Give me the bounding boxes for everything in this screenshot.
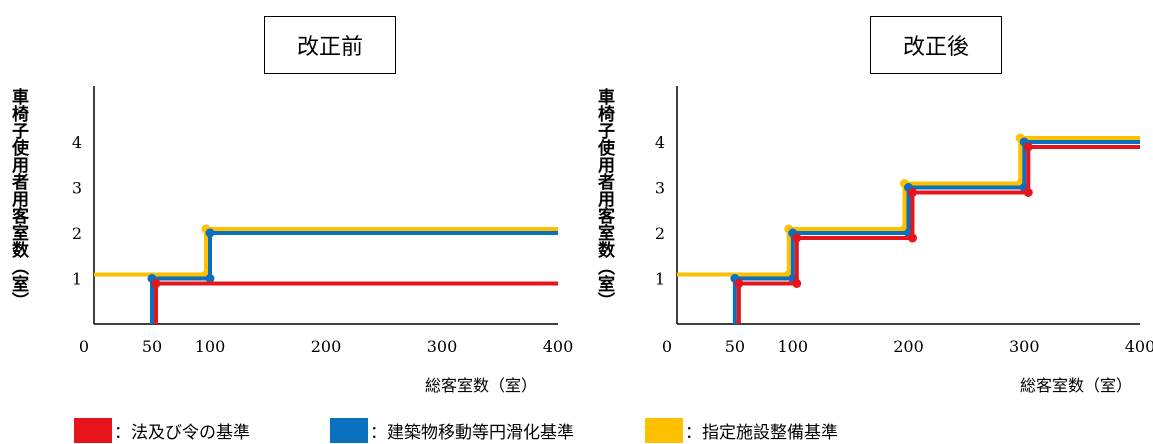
chart-title-after: 改正後	[870, 16, 1002, 74]
y-axis-label-after: 車椅子使用者用客室数（室）	[594, 88, 614, 309]
x-tick-label-after: 200	[893, 337, 924, 356]
y-tick-label-before: 1	[72, 270, 82, 289]
y-tick-label-before: 4	[72, 133, 82, 152]
x-tick-label-after: 50	[725, 337, 745, 356]
legend-label-building: ：建築物移動等円滑化基準	[370, 423, 574, 443]
y-tick-label-before: 2	[72, 224, 82, 243]
x-tick-label-before: 0	[79, 337, 89, 356]
legend-item-designated: ：指定施設整備基準	[645, 418, 838, 443]
series-line-after-2	[677, 136, 1140, 277]
y-tick-label-before: 3	[72, 179, 82, 198]
series-point-after-0	[792, 233, 802, 243]
y-tick-label-after: 2	[655, 224, 665, 243]
y-axis-label-before: 車椅子使用者用客室数（室）	[8, 88, 28, 309]
series-point-before-0	[151, 279, 161, 288]
legend-item-building: ：建築物移動等円滑化基準	[330, 418, 574, 443]
x-tick-label-before: 50	[142, 337, 162, 356]
y-tick-label-after: 1	[655, 270, 665, 289]
series-point-after-0	[908, 188, 917, 197]
legend-item-law: ：法及び令の基準	[74, 418, 250, 443]
x-tick-label-before: 400	[543, 337, 574, 356]
y-tick-label-after: 4	[655, 133, 665, 152]
series-line-before-0	[154, 281, 558, 324]
legend-label-designated: ：指定施設整備基準	[685, 423, 838, 443]
legend-swatch-red	[74, 418, 112, 443]
series-point-after-0	[792, 279, 802, 288]
x-tick-label-before: 300	[427, 337, 458, 356]
x-tick-label-before: 200	[311, 337, 342, 356]
series-point-before-1	[205, 228, 215, 238]
chart-title-before: 改正前	[264, 16, 396, 74]
legend-swatch-blue	[330, 418, 368, 443]
legend-swatch-yellow	[645, 418, 683, 443]
x-tick-label-after: 100	[777, 337, 808, 356]
y-tick-label-after: 3	[655, 179, 665, 198]
x-tick-label-after: 400	[1125, 337, 1153, 356]
series-point-after-0	[734, 279, 744, 288]
x-tick-label-before: 100	[195, 337, 226, 356]
legend-label-law: ：法及び令の基準	[114, 423, 250, 443]
series-point-before-1	[205, 274, 215, 283]
x-tick-label-after: 300	[1009, 337, 1040, 356]
series-point-after-0	[908, 233, 917, 243]
x-tick-label-after: 0	[662, 337, 672, 356]
x-axis-label-after: 総客室数（室）	[1020, 376, 1133, 395]
x-axis-label-before: 総客室数（室）	[425, 376, 538, 395]
series-line-before-2	[94, 227, 558, 277]
series-point-after-0	[1023, 142, 1033, 152]
series-point-after-0	[1023, 188, 1033, 197]
